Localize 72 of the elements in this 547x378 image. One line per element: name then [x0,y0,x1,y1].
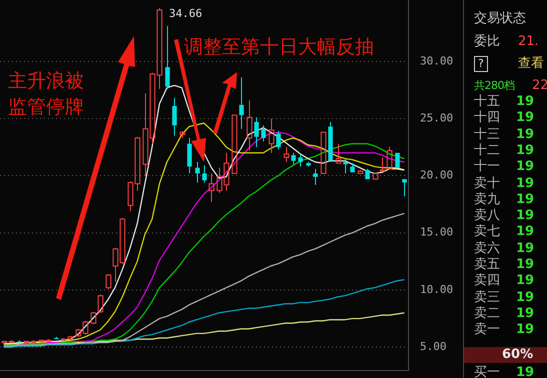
candlestick [261,124,266,142]
annotation: 调整至第十日大幅反抽 [184,35,374,60]
y-tick-label: 10.00 [420,282,454,296]
candlestick [402,179,407,197]
candlestick [336,143,342,164]
text: 卖二 [474,304,500,322]
text: 22 [532,77,547,95]
text: ? [474,56,488,72]
candlestick [328,122,333,161]
text: 21. [518,33,539,51]
text: 19 [516,288,534,307]
candlestick [380,156,386,172]
text: 卖五 [474,256,500,273]
candlestick [268,118,274,154]
text: 卖九 [474,190,500,208]
candlestick [254,116,259,148]
text: 19 [516,256,534,274]
text: 查看 [518,55,544,73]
text: 卖六 [474,240,500,257]
text: 19 [516,240,534,258]
text: 19 [516,364,534,378]
y-tick-label: 15.00 [420,226,454,239]
text: 十四 [474,109,500,127]
y-tick-label: 30.00 [420,54,454,68]
y-tick-label: 20.00 [420,168,454,182]
text: 卖十 [474,174,500,192]
candlestick [313,168,318,186]
text: 19 [516,190,534,209]
text: 卖三 [474,288,500,306]
text: 十一 [474,158,500,176]
candlestick [284,146,290,162]
text: 19 [516,142,534,160]
text: 共280档 [474,78,514,94]
text: 19 [516,207,534,225]
text: 十五 [474,93,500,110]
text: 19 [516,223,534,242]
text: 委比 [474,33,500,51]
annotation: 34.66 [169,7,202,20]
text: 19 [516,158,534,176]
candlestick [195,162,200,184]
text: 十三 [474,126,500,143]
text: 买一 [474,364,500,378]
candlestick [208,172,214,202]
text: 卖一 [474,321,500,340]
candlestick [291,152,296,165]
candlestick [343,158,348,174]
candlestick [165,26,170,90]
text: 交易状态 [474,10,526,28]
candlestick [350,162,355,172]
candlestick [202,164,207,184]
annotation: 主升浪被 [8,69,84,94]
text: 十二 [474,142,500,159]
text: 60% [502,347,534,363]
candlestick [239,76,244,130]
text: 卖七 [474,223,500,241]
text: 卖八 [474,207,500,224]
text: 19 [516,272,534,290]
text: 19 [516,109,534,128]
text: 19 [516,321,534,340]
candlestick [276,130,281,150]
y-tick-label: 25.00 [420,111,454,124]
candlestick [187,138,192,174]
text: 19 [516,93,534,111]
text: 卖四 [474,272,500,290]
text: 19 [516,304,534,323]
candlestick [298,154,303,168]
annotation: 监管停牌 [8,95,84,120]
text: 19 [516,174,534,192]
candlestick [246,100,252,152]
text: 19 [516,126,534,144]
y-tick-label: 5.00 [420,340,446,353]
candlestick [172,98,177,136]
